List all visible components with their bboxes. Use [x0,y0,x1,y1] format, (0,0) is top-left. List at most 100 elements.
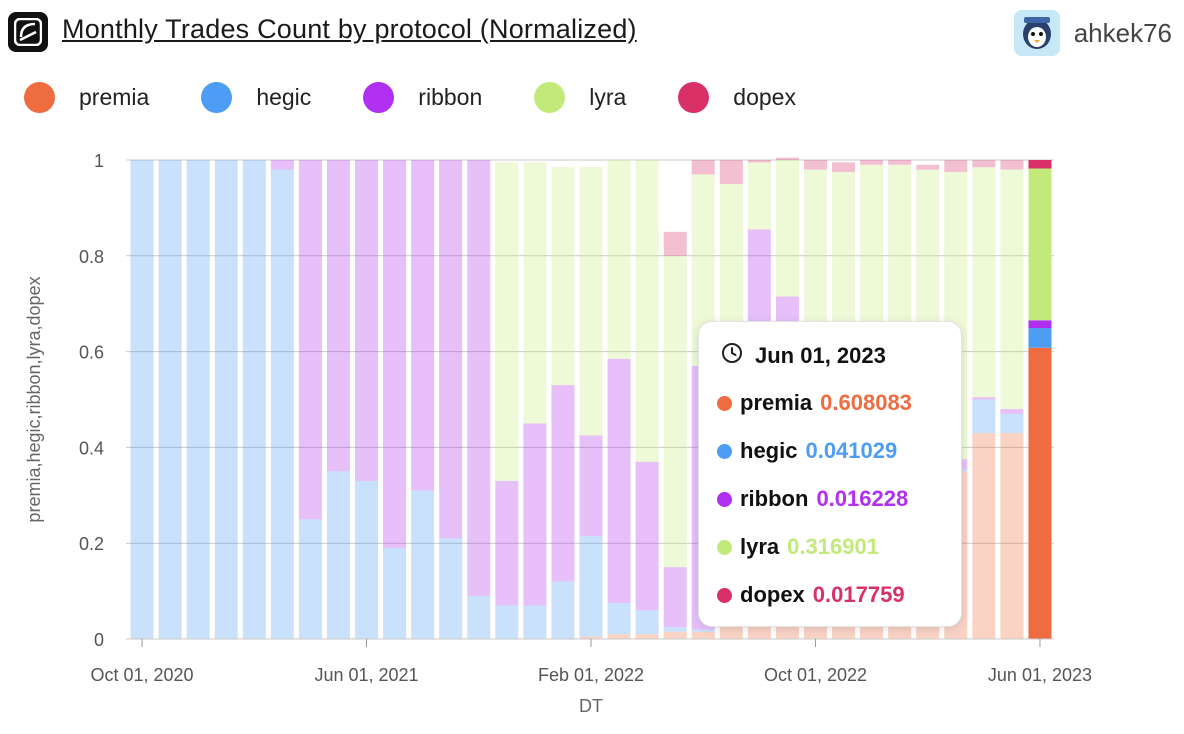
bar-segment-dopex[interactable] [888,160,912,165]
user-info[interactable]: ahkek76 [1013,10,1172,56]
bar-segment-premia[interactable] [635,634,659,639]
bar-segment-hegic[interactable] [607,603,631,635]
bar-segment-dopex[interactable] [972,160,996,168]
bar-segment-ribbon[interactable] [467,160,491,596]
x-axis-label: DT [579,696,603,716]
bar-segment-premia[interactable] [579,636,603,639]
bar-segment-hegic[interactable] [186,160,210,639]
bar-segment-premia[interactable] [663,631,687,639]
bar-segment-dopex[interactable] [832,162,856,172]
bar-segment-lyra[interactable] [551,167,575,386]
bar-segment-lyra[interactable] [579,167,603,436]
y-tick-label: 0.4 [79,438,104,458]
bar-segment-ribbon[interactable] [326,160,350,472]
bar-segment-lyra[interactable] [747,162,771,230]
bar-segment-dopex[interactable] [1028,160,1052,169]
bar-segment-ribbon[interactable] [635,461,659,611]
bar-segment-premia[interactable] [691,631,715,639]
bar-segment-hegic[interactable] [635,610,659,635]
bar-segment-hegic[interactable] [298,519,322,639]
tooltip-series-name: hegic [740,438,798,463]
username[interactable]: ahkek76 [1073,17,1172,48]
bar-segment-hegic[interactable] [579,536,603,637]
bar-segment-dopex[interactable] [691,160,715,175]
bar-segment-hegic[interactable] [1028,328,1052,348]
bar-segment-ribbon[interactable] [551,385,575,582]
dune-logo-icon[interactable] [8,12,48,52]
bar-segment-lyra[interactable] [607,160,631,359]
bar-segment-ribbon[interactable] [579,435,603,537]
tooltip-header: Jun 01, 2023 [721,342,886,369]
bar-segment-hegic[interactable] [242,160,266,639]
bar-segment-premia[interactable] [972,433,996,639]
bar-segment-dopex[interactable] [860,160,884,165]
bar-segment-dopex[interactable] [775,157,799,160]
bar-segment-hegic[interactable] [1000,413,1024,434]
bar-segment-hegic[interactable] [551,581,575,639]
bar-segment-hegic[interactable] [383,547,407,639]
bar-segment-dopex[interactable] [747,160,771,163]
bar-segment-hegic[interactable] [326,471,350,639]
bar-segment-dopex[interactable] [803,160,827,170]
bar-segment-lyra[interactable] [1000,169,1024,410]
bar-segment-dopex[interactable] [916,164,940,170]
bar-segment-ribbon[interactable] [383,160,407,548]
bar-segment-hegic[interactable] [270,169,294,639]
bar-segment-ribbon[interactable] [663,567,687,628]
legend-item-premia[interactable]: premia [24,82,149,113]
bar-segment-dopex[interactable] [663,231,687,256]
bar-segment-ribbon[interactable] [411,160,435,491]
tooltip-series-name: premia [740,390,813,415]
bar-segment-ribbon[interactable] [495,480,519,606]
bar-segment-dopex[interactable] [719,160,743,184]
user-avatar[interactable] [1013,10,1060,56]
bar-segment-hegic[interactable] [972,399,996,434]
bar-segment-ribbon[interactable] [972,397,996,400]
bar-segment-premia[interactable] [1000,433,1024,639]
legend-item-ribbon[interactable]: ribbon [363,82,482,113]
tooltip-dot [717,395,732,411]
tooltip-series-value: 0.608083 [820,390,912,415]
bar-segment-hegic[interactable] [130,160,154,639]
bar-segment-hegic[interactable] [691,629,715,632]
tooltip-row-hegic: hegic 0.041029 [717,438,897,464]
chart-title[interactable]: Monthly Trades Count by protocol (Normal… [62,14,637,44]
bar-segment-lyra[interactable] [972,167,996,398]
bar-segment-hegic[interactable] [411,490,435,639]
bar-segment-hegic[interactable] [214,160,238,639]
bar-segment-ribbon[interactable] [439,160,463,539]
bar-segment-premia[interactable] [607,634,631,639]
bar-segment-lyra[interactable] [495,162,519,481]
legend-label: lyra [589,84,627,110]
bar-segment-ribbon[interactable] [1028,320,1052,329]
tooltip-row-premia: premia 0.608083 [717,390,912,416]
legend-item-lyra[interactable]: lyra [534,82,626,113]
bar-segment-premia[interactable] [1028,347,1052,639]
bar-segment-lyra[interactable] [663,255,687,568]
bar-segment-hegic[interactable] [355,480,379,639]
bar-segment-hegic[interactable] [439,538,463,639]
bar-segment-lyra[interactable] [1028,168,1052,321]
bar-segment-lyra[interactable] [691,174,715,366]
bar-segment-ribbon[interactable] [607,358,631,604]
bar-segment-ribbon[interactable] [523,423,547,606]
bar-segment-ribbon[interactable] [1000,409,1024,414]
legend-item-hegic[interactable]: hegic [201,82,311,113]
bar-segment-lyra[interactable] [523,162,547,424]
bar-segment-hegic[interactable] [158,160,182,639]
bar-segment-lyra[interactable] [775,160,799,297]
bar-segment-dopex[interactable] [944,160,968,172]
bar-segment-ribbon[interactable] [298,160,322,520]
bar-segment-hegic[interactable] [523,605,547,639]
bar-segment-ribbon[interactable] [355,160,379,481]
bar-segment-ribbon[interactable] [270,160,294,170]
bar-segment-dopex[interactable] [1000,160,1024,170]
legend-item-dopex[interactable]: dopex [678,82,796,113]
bar-segment-hegic[interactable] [495,605,519,639]
bar-segment-hegic[interactable] [467,595,491,639]
x-tick-label: Oct 01, 2022 [764,665,867,685]
y-axis-label: premia,hegic,ribbon,lyra,dopex [24,276,44,522]
clock-icon [721,342,743,369]
bar-segment-hegic[interactable] [663,627,687,632]
bar-segment-lyra[interactable] [635,160,659,462]
